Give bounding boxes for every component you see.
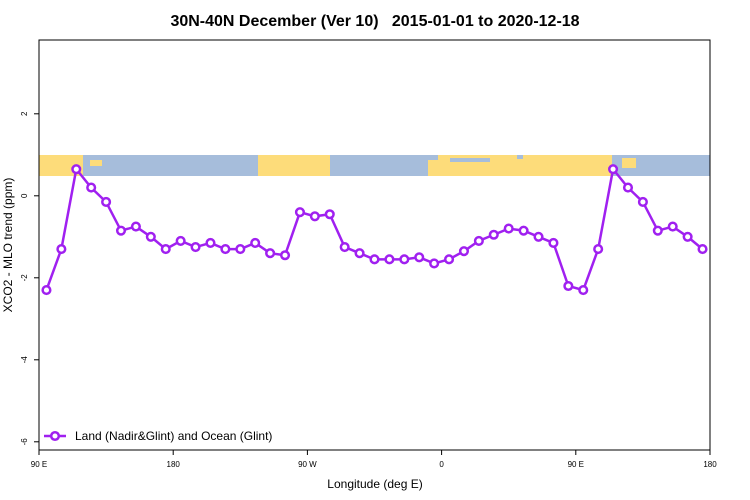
point [444, 254, 455, 265]
point [622, 182, 634, 193]
x-tick-label: 0 [439, 460, 444, 469]
point [145, 231, 156, 242]
point [652, 225, 663, 236]
legend-marker [49, 430, 61, 442]
point [86, 182, 97, 193]
point [608, 164, 619, 175]
x-axis-label: Longitude (deg E) [327, 477, 422, 491]
point [563, 280, 574, 292]
point [71, 164, 82, 175]
point [682, 231, 693, 242]
x-tick-label: 90 E [31, 460, 47, 469]
point [548, 237, 559, 248]
point [473, 235, 484, 246]
point [667, 221, 678, 232]
point [41, 285, 52, 296]
point [56, 244, 67, 255]
point [324, 209, 335, 220]
point [637, 196, 648, 207]
point [235, 244, 246, 255]
point [399, 254, 410, 265]
point [578, 285, 589, 296]
point [190, 242, 201, 253]
point [339, 242, 350, 253]
y-axis-label: XCO2 - MLO trend (ppm) [1, 178, 15, 313]
x-tick-label: 90 E [568, 460, 584, 469]
y-tick-label: 2 [20, 111, 29, 116]
point [294, 207, 305, 218]
point [220, 244, 231, 255]
point [160, 244, 171, 255]
point [518, 225, 529, 236]
point [205, 237, 216, 248]
point [369, 254, 380, 265]
map-band [39, 155, 710, 176]
point [309, 211, 320, 222]
point [175, 235, 186, 246]
y-tick-label: -6 [20, 438, 29, 446]
legend-label: Land (Nadir&Glint) and Ocean (Glint) [75, 429, 272, 443]
point [593, 244, 604, 255]
point [533, 231, 544, 242]
point [429, 258, 440, 269]
x-tick-label: 90 W [298, 460, 317, 469]
point [697, 244, 708, 255]
point [488, 229, 499, 240]
point [250, 237, 261, 248]
y-tick-label: 0 [20, 193, 29, 198]
point [279, 250, 291, 261]
point [503, 223, 514, 234]
point [414, 252, 425, 263]
point [384, 254, 395, 265]
chart-title: 30N-40N December (Ver 10) 2015-01-01 to … [170, 13, 579, 30]
point [101, 196, 112, 207]
x-tick-label: 180 [703, 460, 717, 469]
plot-frame [38, 39, 711, 451]
point [265, 248, 276, 259]
y-tick-label: -2 [20, 274, 29, 282]
point [130, 221, 141, 232]
series-line [45, 166, 704, 292]
point [354, 248, 365, 259]
y-tick-label: -4 [20, 356, 29, 364]
point [115, 225, 127, 236]
x-tick-label: 180 [167, 460, 181, 469]
point [458, 246, 470, 257]
